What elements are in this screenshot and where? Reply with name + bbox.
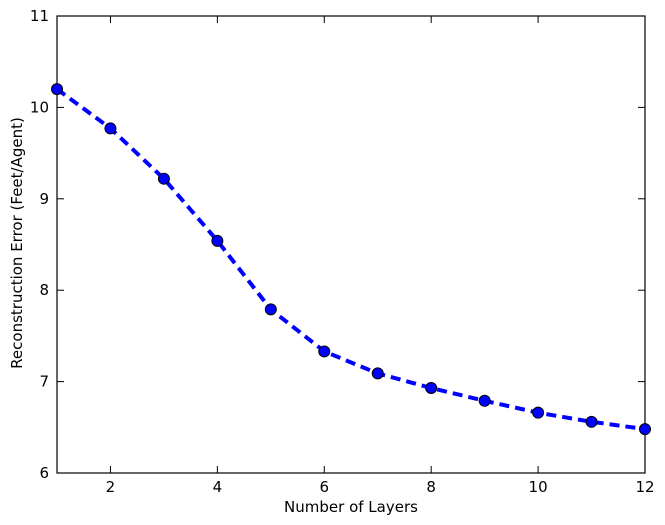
x-tick-label: 12 — [635, 478, 654, 496]
y-tick-label: 6 — [39, 464, 49, 482]
data-point — [211, 234, 224, 247]
data-point — [157, 172, 170, 185]
data-point — [478, 394, 491, 407]
data-point — [585, 415, 598, 428]
y-axis-title: Reconstruction Error (Feet/Agent) — [8, 117, 26, 369]
x-tick-label: 8 — [426, 478, 436, 496]
series-line — [55, 87, 646, 432]
data-point — [425, 381, 438, 394]
plot-area: 2 4 6 8 10 12 6 7 8 9 10 11 — [30, 7, 655, 496]
data-point — [639, 423, 651, 436]
data-point — [371, 367, 384, 380]
data-point — [318, 345, 331, 358]
y-tick-label: 9 — [39, 190, 49, 208]
plot-frame — [56, 15, 646, 474]
x-tick-label: 2 — [106, 478, 116, 496]
data-point — [104, 122, 117, 135]
data-point — [264, 303, 277, 316]
data-point — [51, 83, 63, 96]
x-tick-label: 6 — [319, 478, 329, 496]
x-tick-label: 4 — [213, 478, 223, 496]
y-tick-label: 11 — [30, 7, 49, 25]
x-tick-label: 10 — [529, 478, 548, 496]
x-axis-title: Number of Layers — [284, 498, 418, 516]
y-tick-label: 8 — [39, 281, 49, 299]
data-point — [532, 406, 545, 419]
y-tick-label: 10 — [30, 98, 49, 116]
y-tick-label: 7 — [39, 373, 49, 391]
